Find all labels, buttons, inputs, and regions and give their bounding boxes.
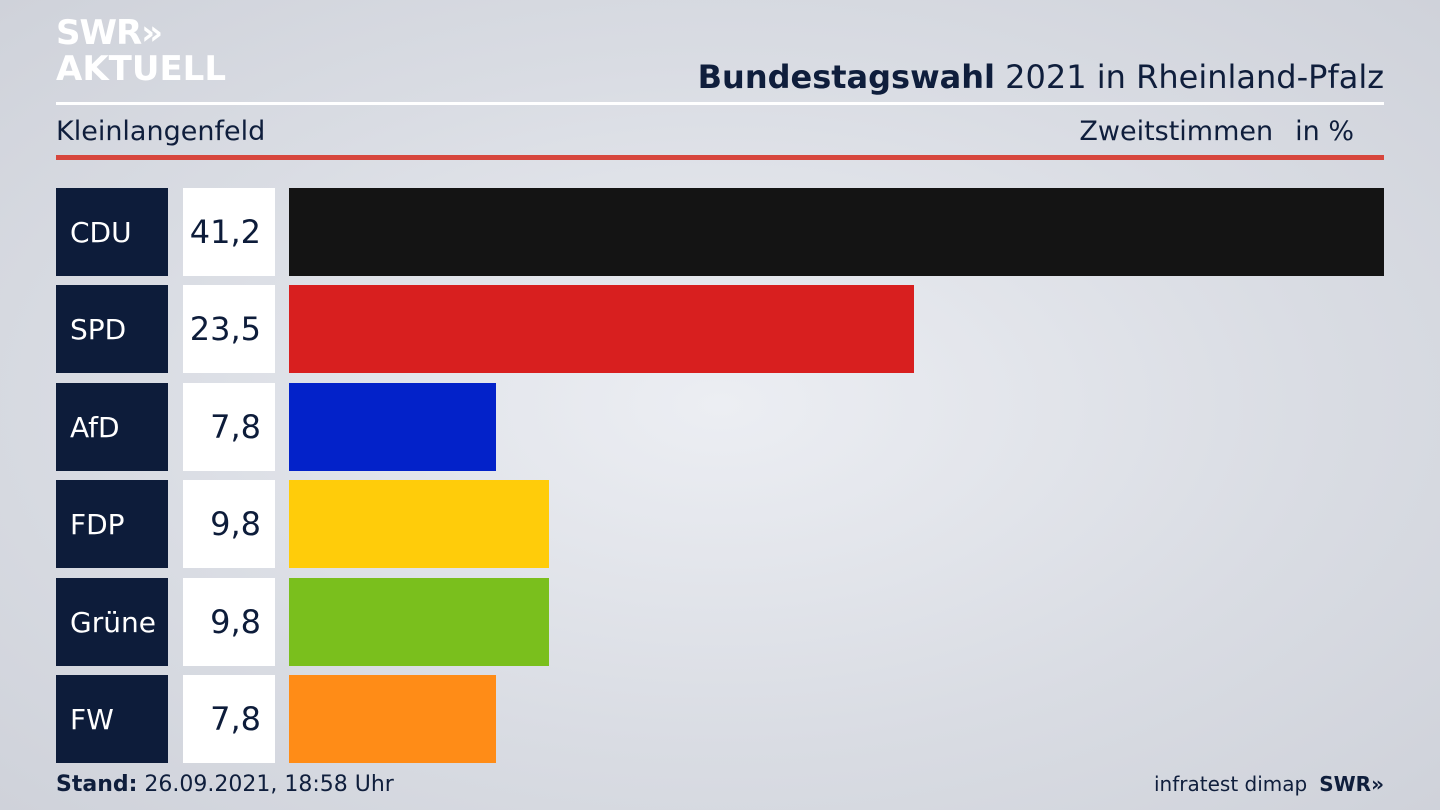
bar-row: FDP 9,8 (56, 480, 1384, 568)
logo-line-swr: SWR» (56, 13, 163, 53)
value-label: 41,2 (183, 188, 275, 276)
party-label: CDU (56, 188, 168, 276)
bar-row: AfD 7,8 (56, 383, 1384, 471)
title-rest: 2021 in Rheinland-Pfalz (995, 58, 1384, 96)
bar-row: Grüne 9,8 (56, 578, 1384, 666)
bar-grüne (289, 578, 549, 666)
measure-label: Zweitstimmen in % (1079, 116, 1354, 147)
value-label: 9,8 (183, 578, 275, 666)
value-label: 7,8 (183, 383, 275, 471)
value-label: 7,8 (183, 675, 275, 763)
value-label: 9,8 (183, 480, 275, 568)
party-label: SPD (56, 285, 168, 373)
unit-text: in % (1295, 116, 1354, 147)
bar-row: CDU 41,2 (56, 188, 1384, 276)
source-name: infratest dimap (1154, 772, 1308, 796)
timestamp: Stand: 26.09.2021, 18:58 Uhr (56, 772, 394, 797)
measure-text: Zweitstimmen (1079, 116, 1274, 147)
title-bold: Bundestagswahl (697, 58, 995, 96)
bar-row: SPD 23,5 (56, 285, 1384, 373)
value-label: 23,5 (183, 285, 275, 373)
bar-row: FW 7,8 (56, 675, 1384, 763)
party-label: Grüne (56, 578, 168, 666)
bar-spd (289, 285, 914, 373)
swr-aktuell-logo: SWR» AKTUELL (56, 16, 226, 86)
bar-cdu (289, 188, 1384, 276)
accent-divider (56, 155, 1384, 160)
logo-line-aktuell: AKTUELL (56, 49, 227, 89)
party-label: FW (56, 675, 168, 763)
stand-label: Stand: (56, 772, 138, 797)
region-label: Kleinlangenfeld (56, 116, 266, 147)
party-label: AfD (56, 383, 168, 471)
party-label: FDP (56, 480, 168, 568)
source-credit: infratest dimap SWR» (1154, 772, 1384, 796)
bar-fdp (289, 480, 549, 568)
swr-brand-logo: SWR» (1319, 772, 1384, 796)
stand-value: 26.09.2021, 18:58 Uhr (137, 772, 394, 797)
header-divider (56, 102, 1384, 105)
page-title: Bundestagswahl 2021 in Rheinland-Pfalz (698, 58, 1384, 96)
bar-afd (289, 383, 496, 471)
bar-fw (289, 675, 496, 763)
